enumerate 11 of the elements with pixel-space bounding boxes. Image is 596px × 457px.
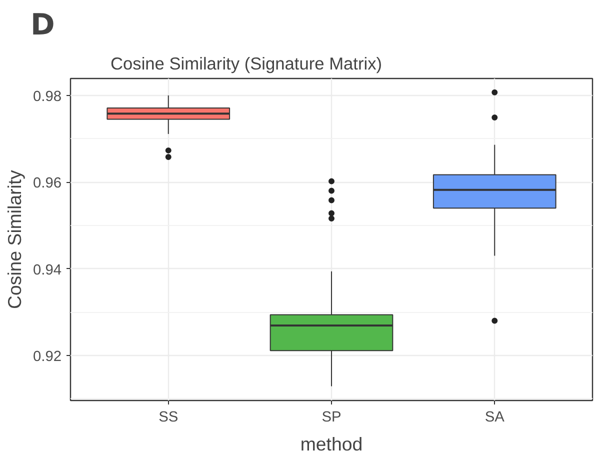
text: D [30, 8, 55, 42]
y-tick-label: 0.94 [32, 262, 62, 278]
x-axis-title: method [300, 434, 363, 454]
x-tick-label: SA [484, 410, 505, 426]
y-tick-label: 0.96 [32, 176, 62, 192]
y-tick-label: 0.98 [32, 88, 62, 105]
chart-title: Cosine Similarity (Signature Matrix) [110, 54, 382, 74]
x-tick-label: SP [322, 410, 342, 426]
x-tick-label: SS [158, 410, 178, 426]
y-axis-title: Cosine Similarity [4, 169, 25, 309]
y-tick-label: 0.92 [32, 348, 62, 365]
